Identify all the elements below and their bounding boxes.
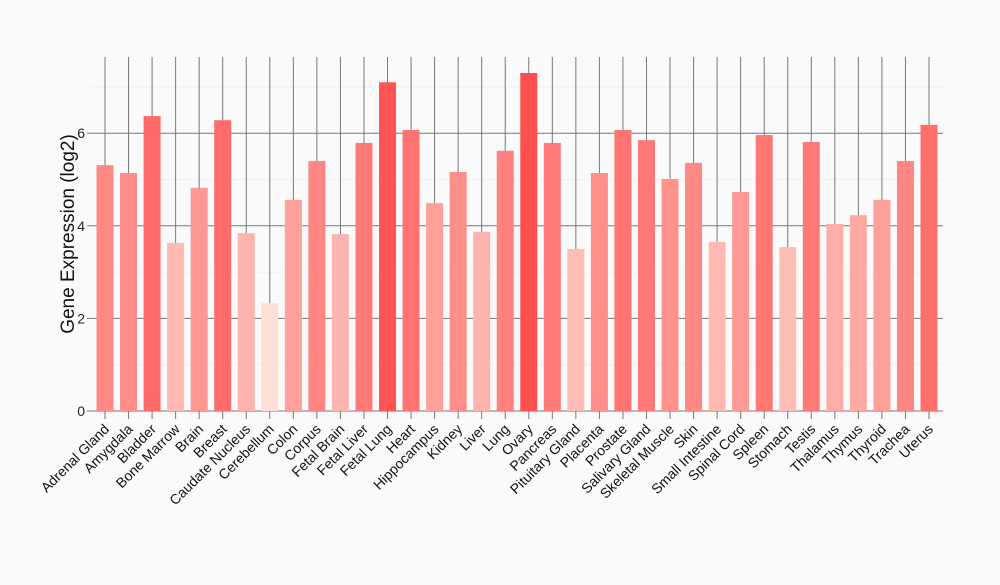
bar-skeletal-muscle xyxy=(661,179,679,411)
y-tick-label: 2 xyxy=(77,310,85,326)
bar-testis xyxy=(802,141,820,411)
bar-hippocampus xyxy=(426,203,444,411)
bar-corpus xyxy=(308,160,326,411)
bar-spleen xyxy=(755,135,773,411)
bar-bone-marrow xyxy=(167,242,185,411)
y-axis-label: Gene Expression (log2) xyxy=(58,134,79,334)
bar-fetal-liver xyxy=(355,142,373,411)
bar-amygdala xyxy=(120,173,138,411)
y-tick-label: 6 xyxy=(77,125,85,141)
bar-uterus xyxy=(920,124,938,411)
bar-kidney xyxy=(449,172,467,411)
bar-fetal-brain xyxy=(331,234,349,411)
bar-prostate xyxy=(614,129,632,412)
bar-salivary-gland xyxy=(637,140,655,411)
bar-pancreas xyxy=(543,142,561,411)
bar-cerebellum xyxy=(261,303,279,411)
bar-fetal-lung xyxy=(379,82,397,412)
bar-skin xyxy=(685,162,703,411)
y-tick-label: 0 xyxy=(77,403,85,419)
bar-pituitary-gland xyxy=(567,248,585,411)
bar-trachea xyxy=(896,160,914,411)
bar-caudate-nucleus xyxy=(237,233,255,411)
bar-colon xyxy=(284,199,302,411)
bar-lung xyxy=(496,150,514,411)
bar-spinal-cord xyxy=(732,192,750,411)
bar-ovary xyxy=(520,73,538,411)
y-tick-label: 4 xyxy=(77,218,85,234)
bar-thymus xyxy=(849,215,867,411)
bars xyxy=(96,73,938,412)
bar-small-intestine xyxy=(708,242,726,411)
bar-thyroid xyxy=(873,199,891,411)
bar-stomach xyxy=(779,247,797,411)
bar-heart xyxy=(402,129,420,412)
bar-adrenal-gland xyxy=(96,165,114,411)
bar-thalamus xyxy=(826,223,844,411)
bar-liver xyxy=(473,231,491,411)
bar-brain xyxy=(190,187,208,411)
bar-bladder xyxy=(143,116,161,411)
bar-placenta xyxy=(590,173,608,411)
bar-breast xyxy=(214,120,232,412)
